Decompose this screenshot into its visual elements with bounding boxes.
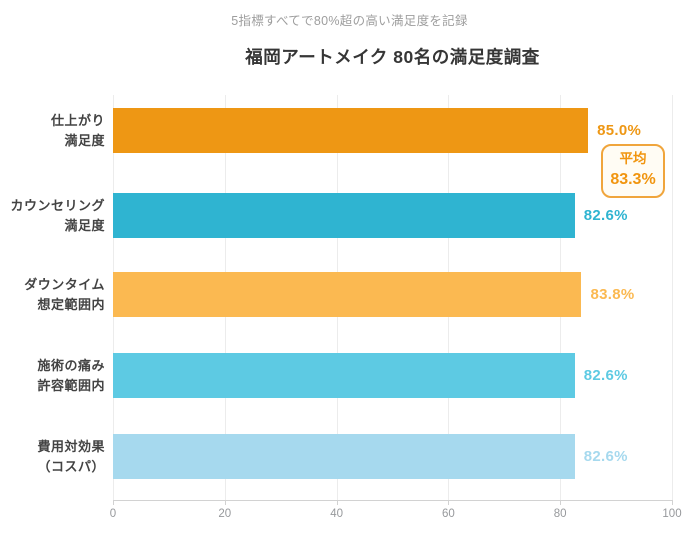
- bar: [113, 353, 575, 398]
- average-badge: 平均 83.3%: [601, 144, 665, 199]
- average-badge-label: 平均: [619, 151, 647, 166]
- category-label: ダウンタイム想定範囲内: [0, 272, 105, 317]
- bar: [113, 193, 575, 238]
- category-label-line: 想定範囲内: [37, 296, 105, 312]
- category-label-line: （コスパ）: [37, 458, 105, 474]
- category-label: 費用対効果 （コスパ）: [0, 434, 105, 479]
- bar-value-label: 82.6%: [583, 367, 628, 384]
- category-label: カウンセリング満足度: [0, 193, 105, 238]
- x-tick: [672, 500, 673, 505]
- average-badge-value: 83.3%: [610, 170, 656, 188]
- x-axis-line: [113, 500, 672, 501]
- category-label-line: 費用対効果: [37, 439, 105, 454]
- bar-value-label: 82.6%: [583, 448, 628, 465]
- category-label-line: 施術の痛み: [37, 358, 105, 373]
- chart-title: 福岡アートメイク 80名の満足度調査: [245, 47, 540, 67]
- x-tick-label: 20: [218, 508, 232, 520]
- x-tick: [560, 500, 562, 505]
- x-tick-label: 0: [109, 508, 117, 520]
- x-tick: [113, 500, 114, 505]
- bar-value-label: 85.0%: [597, 122, 642, 139]
- bar: [113, 272, 582, 317]
- bar: [113, 108, 589, 153]
- x-tick-label: 100: [662, 508, 682, 520]
- category-label-line: 仕上がり: [50, 113, 105, 128]
- x-tick: [448, 500, 450, 505]
- category-label-line: ダウンタイム: [24, 277, 105, 292]
- x-tick: [336, 500, 338, 505]
- category-label: 仕上がり満足度: [0, 108, 105, 153]
- category-label: 施術の痛み許容範囲内: [0, 353, 105, 398]
- bar: [113, 434, 575, 479]
- x-tick-label: 60: [441, 508, 455, 520]
- chart-subtitle: 5指標すべてで80%超の高い満足度を記録: [231, 14, 468, 28]
- category-label-line: 満足度: [64, 217, 105, 233]
- category-label-line: 満足度: [64, 132, 105, 148]
- bar-value-label: 82.6%: [583, 207, 628, 224]
- category-label-line: 許容範囲内: [37, 377, 105, 393]
- x-tick: [224, 500, 226, 505]
- gridline: [672, 95, 673, 500]
- category-label-line: カウンセリング: [10, 198, 105, 213]
- bar-value-label: 83.8%: [590, 286, 635, 303]
- x-tick-label: 40: [330, 508, 343, 520]
- x-tick-label: 80: [553, 508, 567, 520]
